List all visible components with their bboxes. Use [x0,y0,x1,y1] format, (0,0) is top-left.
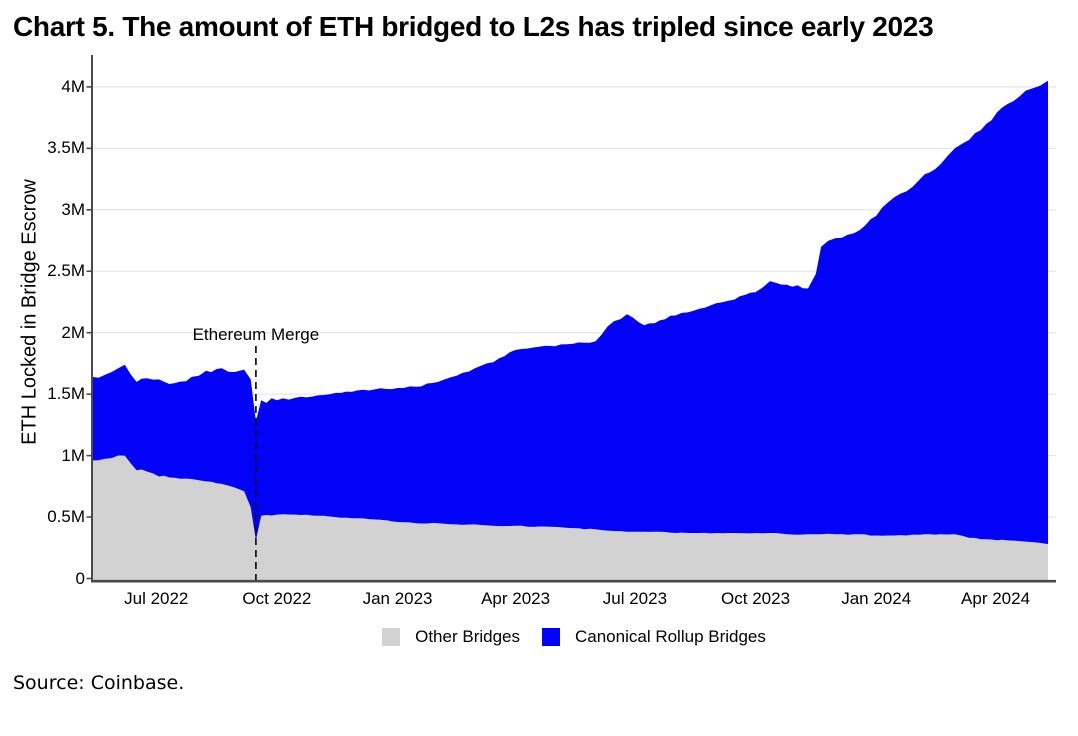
legend-label: Other Bridges [415,627,520,646]
source-note: Source: Coinbase. [13,672,185,694]
area-other-bridges [92,455,1048,580]
legend-item: Other Bridges [382,627,520,647]
x-tick-label: Oct 2022 [242,589,312,608]
legend-label: Canonical Rollup Bridges [575,627,766,646]
chart-title: Chart 5. The amount of ETH bridged to L2… [13,11,934,42]
y-tick-label: 4M [61,76,85,96]
x-tick-label: Jul 2022 [124,589,189,608]
legend: Other Bridges Canonical Rollup Bridges [92,627,1056,647]
area-canonical-rollup-bridges [92,80,1048,545]
x-tick-label: Jan 2024 [841,589,912,608]
y-tick-label: 3.5M [47,138,85,158]
x-tick-label: Apr 2023 [481,589,551,608]
legend-swatch-icon [382,628,401,646]
y-tick-label: 2.5M [47,261,85,281]
y-tick-label: 3M [61,199,85,219]
x-tick-label: Oct 2023 [721,589,791,608]
y-tick-label: 2M [61,322,85,342]
ethereum-merge-annotation: Ethereum Merge [192,325,320,344]
y-tick-label: 1M [61,445,85,465]
x-tick-label: Jul 2023 [602,589,668,608]
y-tick-label: 0.5M [47,507,85,527]
legend-item: Canonical Rollup Bridges [542,627,766,647]
y-tick-label: 0 [75,568,85,588]
x-tick-label: Apr 2024 [961,589,1031,608]
legend-swatch-icon [542,628,560,646]
y-tick-label: 1.5M [47,384,85,404]
x-tick-label: Jan 2023 [362,589,433,608]
